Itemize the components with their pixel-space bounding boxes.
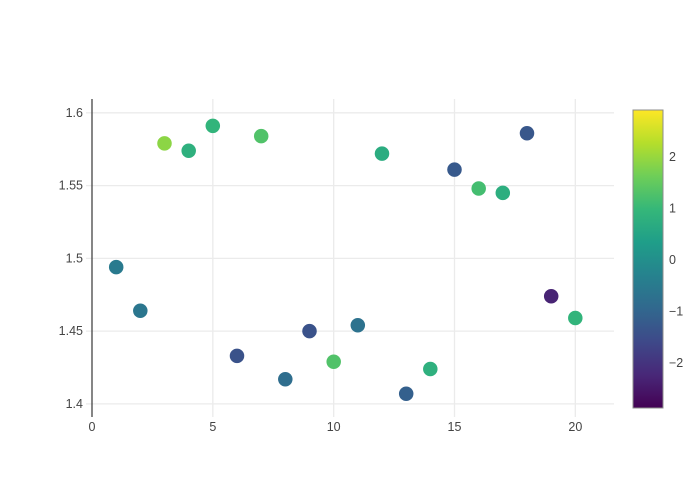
colorbar-tick-label: 0 [669, 253, 676, 267]
y-axis-tick-label: 1.4 [66, 397, 83, 411]
scatter-point[interactable] [423, 361, 438, 377]
x-axis-tick-label: 15 [448, 420, 462, 434]
colorbar-tick-label: 2 [669, 150, 676, 164]
scatter-point[interactable] [278, 371, 293, 387]
y-axis-tick-label: 1.5 [66, 251, 83, 265]
scatter-point[interactable] [253, 128, 269, 144]
scatter-point[interactable] [157, 136, 172, 151]
colorbar-tick-label: −2 [669, 356, 683, 370]
scatter-point[interactable] [326, 354, 341, 369]
scatter-point[interactable] [229, 348, 245, 364]
colorbar-tick-label: 1 [669, 201, 676, 215]
y-axis-tick-label: 1.6 [66, 106, 83, 120]
scatter-point[interactable] [568, 310, 583, 326]
scatter-point[interactable] [205, 118, 221, 134]
colorbar-tick-label: −1 [669, 305, 683, 319]
scatter-point[interactable] [543, 288, 559, 304]
scatter-point[interactable] [495, 185, 511, 201]
scatter-point[interactable] [519, 125, 535, 141]
scatter-point[interactable] [471, 181, 486, 196]
scatter-point[interactable] [181, 143, 196, 158]
scatter-point[interactable] [447, 162, 462, 177]
scatter-point[interactable] [133, 303, 148, 319]
x-axis-tick-label: 10 [327, 420, 341, 434]
x-axis-tick-label: 0 [89, 420, 96, 434]
scatter-point[interactable] [302, 323, 317, 339]
y-axis-tick-label: 1.45 [59, 324, 83, 338]
y-axis-tick-label: 1.55 [59, 179, 83, 193]
scatter-point[interactable] [398, 386, 414, 401]
scatter-point[interactable] [350, 318, 366, 333]
x-axis-tick-label: 20 [568, 420, 582, 434]
scatter-point[interactable] [108, 259, 124, 275]
scatter-point[interactable] [374, 146, 390, 161]
x-axis-tick-label: 5 [209, 420, 216, 434]
colorbar [632, 109, 664, 409]
